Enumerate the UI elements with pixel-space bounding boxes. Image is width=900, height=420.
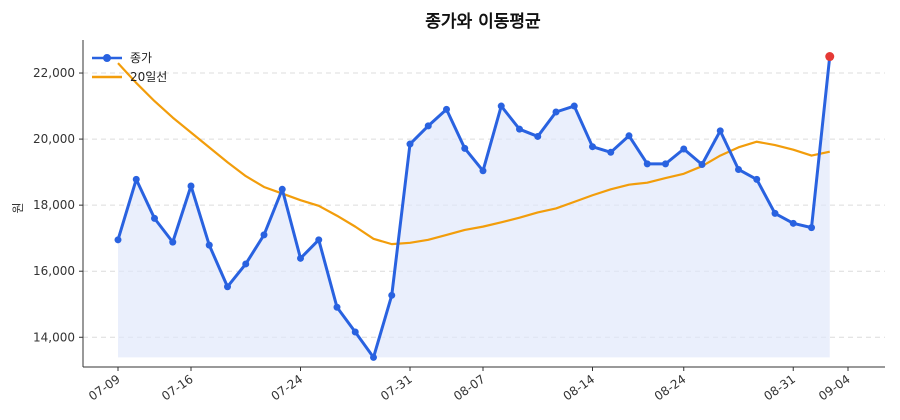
close-point <box>424 122 432 130</box>
area-fill <box>118 56 830 358</box>
close-last-point <box>825 52 835 62</box>
close-point <box>132 175 140 183</box>
y-tick-label: 14,000 <box>33 330 75 344</box>
close-point <box>516 125 523 133</box>
close-point <box>716 127 724 135</box>
chart-title: 종가와 이동평균 <box>425 12 541 32</box>
close-price-series <box>114 52 835 361</box>
close-point <box>443 105 450 113</box>
close-point <box>151 214 158 222</box>
close-line <box>116 56 832 359</box>
close-area-fill <box>118 56 830 358</box>
x-tick-labels: 07-09 07-16 07-24 07-31 08-07 08-14 08-24 08-31… <box>86 367 853 403</box>
x-tick-label: 08-07 <box>451 372 488 403</box>
y-tick-label: 22,000 <box>33 66 75 80</box>
y-tick-labels: 14,000 16,000 18,000 20,000 22,000 <box>33 66 83 344</box>
legend: 종가 20일선 <box>92 51 167 84</box>
close-point <box>570 102 578 110</box>
close-point <box>278 185 286 193</box>
close-point <box>297 254 304 262</box>
close-point <box>552 108 560 116</box>
y-axis-title: 원 <box>11 202 25 213</box>
ma20-line <box>117 62 830 246</box>
close-point <box>643 160 651 168</box>
close-point <box>315 236 323 244</box>
close-point <box>497 102 505 110</box>
x-tick-label: 08-31 <box>761 372 798 403</box>
close-point <box>479 167 487 175</box>
close-point <box>789 219 797 227</box>
y-tick-label: 20,000 <box>33 132 75 146</box>
close-point <box>662 160 669 168</box>
close-point <box>680 145 688 153</box>
close-point <box>351 328 359 336</box>
close-point <box>406 140 414 148</box>
axes <box>82 40 885 368</box>
y-tick-label: 16,000 <box>33 264 75 278</box>
x-tick-label: 07-09 <box>86 372 123 403</box>
close-point <box>242 260 250 268</box>
close-point <box>370 353 377 361</box>
close-point <box>625 132 633 140</box>
close-point <box>607 148 615 156</box>
close-point <box>698 161 706 169</box>
close-point <box>808 224 815 232</box>
y-tick-label: 18,000 <box>33 198 75 212</box>
close-point <box>461 144 469 152</box>
moving-average-series <box>117 62 830 246</box>
close-point <box>169 238 177 246</box>
x-tick-label: 07-24 <box>269 372 306 403</box>
close-point <box>753 175 761 183</box>
close-point <box>224 283 231 291</box>
close-point <box>260 231 268 239</box>
x-tick-label: 07-31 <box>378 372 415 403</box>
close-point <box>333 303 341 311</box>
close-point <box>187 182 195 190</box>
legend-marker-close <box>103 54 111 62</box>
close-point <box>735 165 742 173</box>
x-tick-label: 07-16 <box>159 372 196 403</box>
close-point <box>205 241 213 249</box>
x-tick-label: 08-24 <box>652 372 689 403</box>
close-point <box>534 132 542 140</box>
x-tick-label: 09-04 <box>816 372 853 403</box>
legend-label-ma20: 20일선 <box>130 70 167 84</box>
close-point <box>388 291 396 299</box>
x-tick-label: 08-14 <box>561 372 598 403</box>
legend-label-close: 종가 <box>130 51 152 65</box>
close-point <box>771 209 779 217</box>
close-point <box>114 236 122 244</box>
close-point <box>589 143 596 151</box>
